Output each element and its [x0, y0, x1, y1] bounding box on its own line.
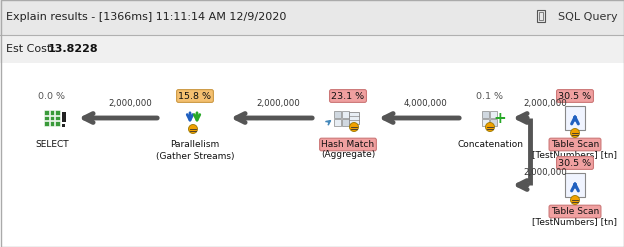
Text: 0.1 %: 0.1 % — [477, 91, 504, 101]
Text: Explain results - [1366ms] 11:11:14 AM 12/9/2020: Explain results - [1366ms] 11:11:14 AM 1… — [6, 13, 286, 22]
Text: 2,000,000: 2,000,000 — [523, 167, 567, 177]
Text: Table Scan: Table Scan — [551, 207, 599, 216]
Text: Table Scan: Table Scan — [551, 140, 599, 149]
Text: SELECT: SELECT — [35, 140, 69, 149]
Text: 13.8228: 13.8228 — [48, 44, 99, 54]
Text: [TestNumbers] [tn]: [TestNumbers] [tn] — [532, 217, 618, 226]
Bar — [44, 110, 49, 115]
Text: 2,000,000: 2,000,000 — [108, 99, 152, 107]
Text: Concatenation: Concatenation — [457, 140, 523, 149]
Bar — [50, 116, 54, 120]
Bar — [0, 0, 624, 35]
Circle shape — [570, 128, 580, 138]
Bar — [490, 119, 497, 126]
Circle shape — [485, 123, 494, 131]
Text: 15.8 %: 15.8 % — [178, 91, 212, 101]
Bar — [537, 11, 545, 22]
Text: Parallelism
(Gather Streams): Parallelism (Gather Streams) — [156, 140, 234, 161]
Bar — [565, 106, 585, 130]
Bar — [44, 116, 49, 120]
Circle shape — [188, 124, 198, 133]
Circle shape — [570, 195, 580, 205]
Circle shape — [349, 123, 359, 131]
Text: +: + — [494, 110, 506, 125]
Bar — [50, 110, 54, 115]
Bar — [44, 122, 49, 126]
Bar — [62, 124, 66, 126]
Text: (Aggregate): (Aggregate) — [321, 150, 375, 159]
Text: 30.5 %: 30.5 % — [558, 91, 592, 101]
Text: 0.0 %: 0.0 % — [39, 91, 66, 101]
Bar — [342, 111, 349, 118]
Bar — [334, 119, 341, 126]
Bar — [482, 111, 489, 118]
Bar — [56, 116, 60, 120]
Bar — [565, 173, 585, 197]
Bar — [56, 110, 60, 115]
Text: Hash Match: Hash Match — [321, 140, 374, 149]
Text: 2,000,000: 2,000,000 — [256, 99, 300, 107]
Text: Est Cost:: Est Cost: — [6, 44, 59, 54]
Bar — [490, 111, 497, 118]
Bar — [539, 13, 543, 21]
Bar — [0, 63, 624, 247]
Text: 23.1 %: 23.1 % — [331, 91, 364, 101]
Bar — [62, 112, 66, 122]
Bar — [349, 112, 359, 124]
Bar — [482, 119, 489, 126]
Text: SQL Query: SQL Query — [558, 13, 618, 22]
Text: 2,000,000: 2,000,000 — [523, 99, 567, 107]
Bar — [334, 111, 341, 118]
Text: 30.5 %: 30.5 % — [558, 159, 592, 167]
Bar — [56, 122, 60, 126]
Bar — [342, 119, 349, 126]
Text: 4,000,000: 4,000,000 — [403, 99, 447, 107]
Bar — [50, 122, 54, 126]
Text: [TestNumbers] [tn]: [TestNumbers] [tn] — [532, 150, 618, 159]
